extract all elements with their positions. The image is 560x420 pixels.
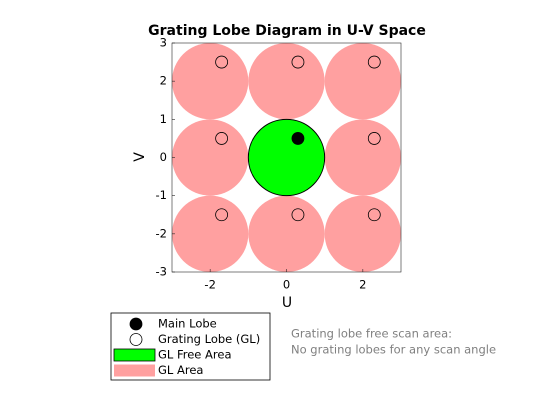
lobe-marker xyxy=(367,208,381,222)
chart-title: Grating Lobe Diagram in U-V Space xyxy=(148,23,426,39)
lobe-marker xyxy=(215,132,229,145)
legend-label: GL Free Area xyxy=(158,348,232,362)
y-tick-label: 1 xyxy=(160,112,167,126)
region xyxy=(324,42,402,120)
lobe-marker xyxy=(291,132,305,145)
y-tick-label: -3 xyxy=(156,265,167,279)
x-tick-label: -2 xyxy=(204,278,215,292)
region xyxy=(248,42,325,120)
y-tick-label: -1 xyxy=(156,188,167,202)
lobe-marker xyxy=(215,55,229,69)
x-tick-label: 2 xyxy=(359,278,366,292)
legend-label: Main Lobe xyxy=(158,317,217,331)
y-tick-label: 3 xyxy=(160,36,167,50)
region xyxy=(324,195,402,272)
x-axis-label: U xyxy=(282,295,292,311)
y-tick-label: 0 xyxy=(160,150,167,164)
legend-marker xyxy=(129,333,143,346)
legend-marker xyxy=(129,317,143,331)
legend-swatch xyxy=(113,348,156,362)
annotation: No grating lobes for any scan angle xyxy=(291,343,496,357)
region xyxy=(172,195,249,272)
lobe-marker xyxy=(367,132,381,145)
lobe-marker xyxy=(291,55,305,69)
y-tick-label: 2 xyxy=(160,74,167,88)
lobe-marker xyxy=(215,208,229,222)
region xyxy=(247,118,326,197)
plot-area xyxy=(172,42,402,272)
region xyxy=(172,119,249,196)
region xyxy=(248,195,325,272)
region xyxy=(172,42,249,120)
y-tick-label: -2 xyxy=(156,226,167,240)
lobe-marker xyxy=(291,208,305,222)
legend-swatch xyxy=(114,364,155,377)
y-axis-label: V xyxy=(132,152,148,162)
legend-label: GL Area xyxy=(158,363,203,377)
annotation: Grating lobe free scan area: xyxy=(291,327,452,341)
legend-label: Grating Lobe (GL) xyxy=(158,332,260,346)
x-tick-label: 0 xyxy=(283,278,290,292)
lobe-marker xyxy=(367,55,381,69)
region xyxy=(324,119,402,196)
